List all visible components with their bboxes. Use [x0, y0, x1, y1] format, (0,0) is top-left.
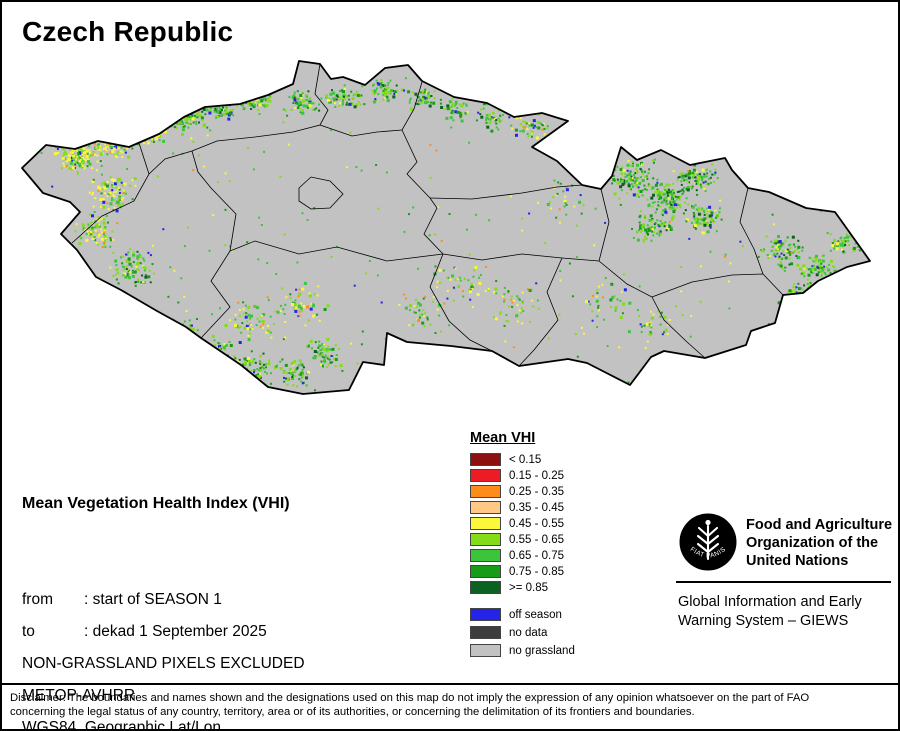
legend-swatch: [470, 501, 501, 514]
prague-region-boundary: [298, 176, 344, 210]
legend-item: 0.75 - 0.85: [470, 565, 575, 578]
legend-label: < 0.15: [509, 453, 542, 466]
giews-name: Global Information and Early Warning Syst…: [678, 593, 862, 631]
legend-swatch: [470, 565, 501, 578]
legend-swatch: [470, 644, 501, 657]
metadata-value: : start of SEASON 1: [84, 591, 222, 608]
giews-line: Global Information and Early: [678, 594, 862, 610]
disclaimer-line: concerning the legal status of any count…: [10, 706, 695, 718]
legend-label: 0.35 - 0.45: [509, 501, 564, 514]
legend-item: >= 0.85: [470, 581, 575, 594]
vhi-block-lines: from : start of SEASON 1 to : dekad 1 Septe…: [22, 584, 305, 731]
legend-label: 0.65 - 0.75: [509, 549, 564, 562]
legend-item: no grassland: [470, 644, 575, 657]
legend-extra-items: off season no data no grassland: [470, 608, 575, 657]
vhi-map: [21, 60, 871, 395]
disclaimer-text: Disclaimer: The boundaries and names sho…: [10, 691, 890, 719]
legend-label: 0.15 - 0.25: [509, 469, 564, 482]
legend-swatch: [470, 626, 501, 639]
legend-item: 0.45 - 0.55: [470, 517, 575, 530]
fao-name-line: Food and Agriculture: [746, 517, 893, 533]
fao-emblem-icon: FIAT PANIS: [679, 513, 737, 571]
fao-name-line: Organization of the: [746, 535, 879, 551]
metadata-value: : dekad 1 September 2025: [84, 623, 267, 640]
legend-item: 0.35 - 0.45: [470, 501, 575, 514]
page-title: Czech Republic: [22, 16, 234, 47]
metadata-value: WGS84, Geographic Lat/Lon: [22, 719, 222, 731]
region-boundaries: [71, 63, 784, 367]
legend-swatch: [470, 517, 501, 530]
legend-item: no data: [470, 626, 575, 639]
metadata-key: from: [22, 591, 53, 608]
legend-items: < 0.15 0.15 - 0.25 0.25 - 0.35 0.35 - 0.45 0…: [470, 453, 575, 594]
legend-swatch: [470, 469, 501, 482]
fao-name-line: United Nations: [746, 553, 849, 569]
disclaimer: Disclaimer: The boundaries and names sho…: [2, 683, 898, 719]
legend-label: 0.75 - 0.85: [509, 565, 564, 578]
legend-title: Mean VHI: [470, 430, 536, 446]
legend-swatch: [470, 485, 501, 498]
legend-label: 0.25 - 0.35: [509, 485, 564, 498]
legend-swatch: [470, 453, 501, 466]
legend-label: no grassland: [509, 644, 575, 657]
country-border: [21, 60, 871, 395]
giews-line: Warning System – GIEWS: [678, 613, 849, 629]
metadata-line: METOP-AVHRR: [22, 680, 305, 712]
legend-item: 0.15 - 0.25: [470, 469, 575, 482]
legend-swatch: [470, 533, 501, 546]
legend-swatch: [470, 549, 501, 562]
metadata-key: to: [22, 623, 35, 640]
legend-item: 0.55 - 0.65: [470, 533, 575, 546]
legend-label: 0.55 - 0.65: [509, 533, 564, 546]
metadata-value: NON-GRASSLAND PIXELS EXCLUDED: [22, 655, 305, 672]
legend-swatch: [470, 608, 501, 621]
metadata-line: to : dekad 1 September 2025: [22, 616, 305, 648]
legend-item: < 0.15: [470, 453, 575, 466]
fao-name: Food and Agriculture Organization of the U…: [746, 516, 892, 570]
vhi-block-title: Mean Vegetation Health Index (VHI): [22, 495, 290, 512]
disclaimer-line: Disclaimer: The boundaries and names sho…: [10, 692, 810, 704]
map-metadata-block: Mean Vegetation Health Index (VHI) from:…: [22, 424, 305, 731]
metadata-line: WGS84, Geographic Lat/Lon: [22, 712, 305, 731]
legend-item: off season: [470, 608, 575, 621]
metadata-value: METOP-AVHRR: [22, 687, 136, 704]
legend-label: >= 0.85: [509, 581, 549, 594]
legend-item: 0.25 - 0.35: [470, 485, 575, 498]
footer-divider: [676, 581, 891, 583]
legend: Mean VHI < 0.15 0.15 - 0.25 0.25 - 0.35 0.3…: [470, 430, 575, 662]
legend-item: 0.65 - 0.75: [470, 549, 575, 562]
legend-label: off season: [509, 608, 562, 621]
metadata-line: from : start of SEASON 1: [22, 584, 305, 616]
metadata-line: NON-GRASSLAND PIXELS EXCLUDED: [22, 648, 305, 680]
legend-swatch: [470, 581, 501, 594]
wheat-ear-icon: [696, 524, 720, 561]
legend-label: 0.45 - 0.55: [509, 517, 564, 530]
legend-label: no data: [509, 626, 548, 639]
